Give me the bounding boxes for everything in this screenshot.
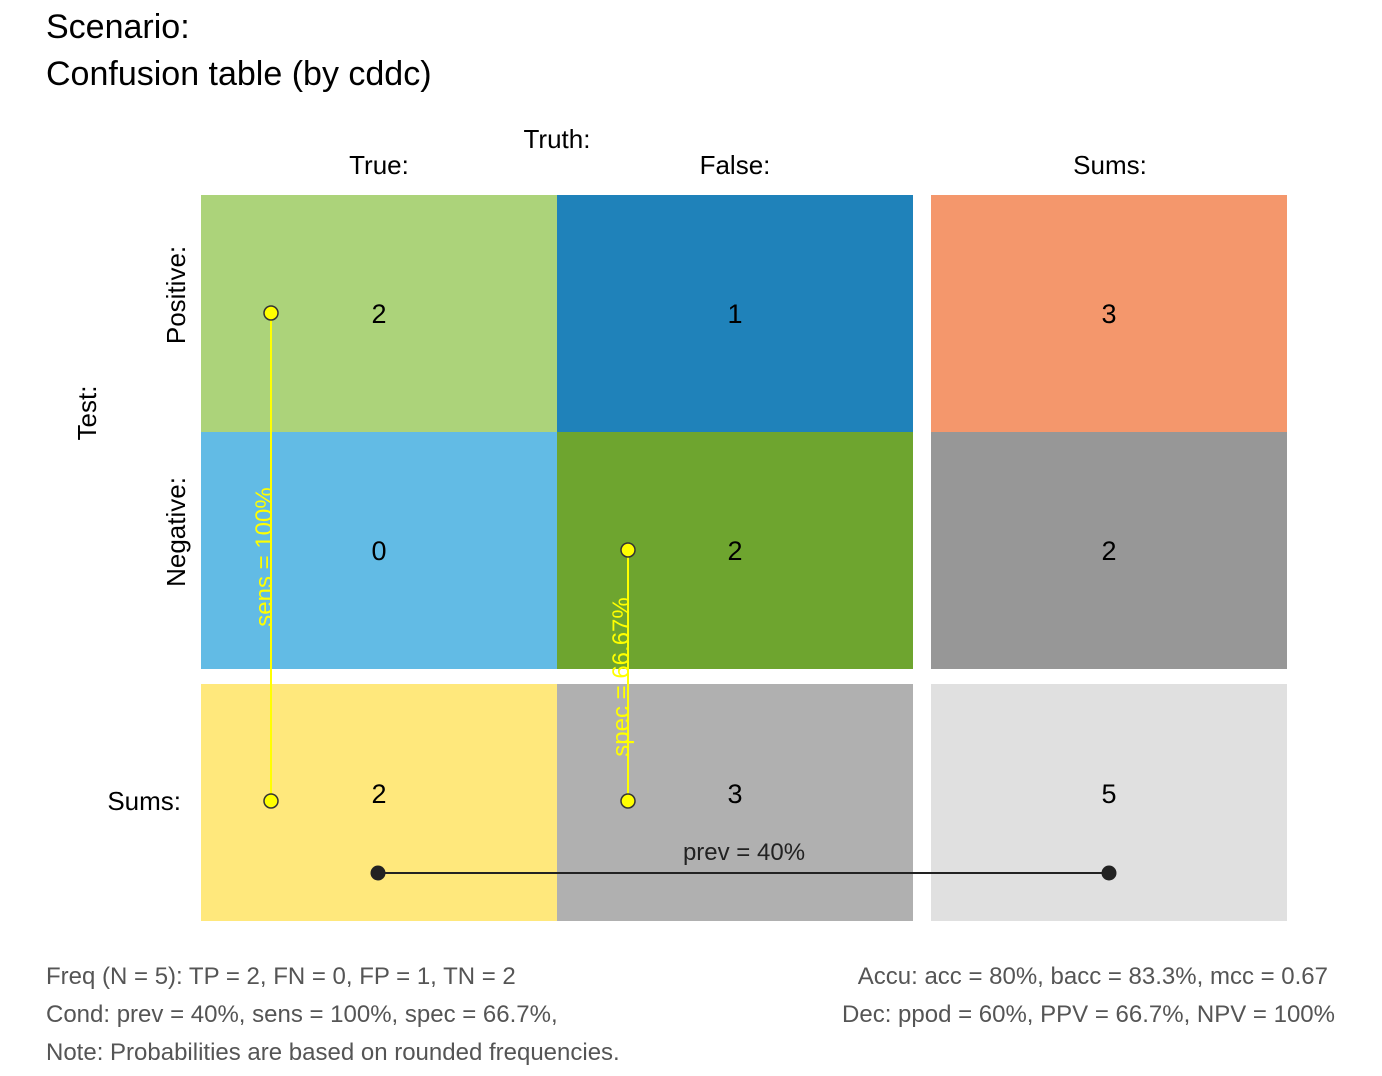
spec-label: spec = 66.67% [608, 597, 635, 756]
col-header-sums: Sums: [1073, 150, 1147, 180]
cell-sums-true [201, 684, 557, 921]
row-header-negative: Negative: [161, 477, 191, 587]
chart-title-line2: Confusion table (by cddc) [46, 55, 432, 93]
footer-note: Note: Probabilities are based on rounded… [46, 1039, 620, 1066]
cell-sums-sums [931, 684, 1287, 921]
sens-label: sens = 100% [251, 487, 278, 626]
prev-label: prev = 40% [683, 839, 805, 866]
cell-value-positive-true: 2 [371, 299, 386, 329]
cell-value-positive-false: 1 [727, 299, 742, 329]
chart-title-line1: Scenario: [46, 8, 190, 46]
spec-point-top [620, 542, 636, 558]
truth-axis-label: Truth: [524, 124, 591, 154]
cell-negative-sums [931, 432, 1287, 669]
footer-dec: Dec: ppod = 60%, PPV = 66.7%, NPV = 100% [842, 1001, 1335, 1028]
cell-value-negative-false: 2 [727, 536, 742, 566]
footer-accu: Accu: acc = 80%, bacc = 83.3%, mcc = 0.6… [858, 963, 1328, 990]
cell-negative-true [201, 432, 557, 669]
cell-value-sums-sums: 5 [1101, 779, 1116, 809]
cell-positive-true [201, 195, 557, 432]
footer-freq: Freq (N = 5): TP = 2, FN = 0, FP = 1, TN… [46, 963, 516, 990]
cell-value-sums-false: 3 [727, 779, 742, 809]
cell-sums-false [557, 684, 913, 921]
sens-point-top [263, 305, 279, 321]
table-cells: 2 1 3 0 2 2 2 3 5 [201, 195, 1287, 921]
sens-point-bottom [263, 793, 279, 809]
footer-cond: Cond: prev = 40%, sens = 100%, spec = 66… [46, 1001, 558, 1028]
prev-point-left [370, 865, 386, 881]
cell-value-negative-sums: 2 [1101, 536, 1116, 566]
cell-negative-false [557, 432, 913, 669]
cell-value-negative-true: 0 [371, 536, 386, 566]
metric-overlays: sens = 100% spec = 66.67% prev = 40% [251, 305, 1117, 881]
cell-positive-false [557, 195, 913, 432]
spec-point-bottom [620, 793, 636, 809]
col-header-false: False: [700, 150, 771, 180]
cell-positive-sums [931, 195, 1287, 432]
prev-point-right [1101, 865, 1117, 881]
cell-value-sums-true: 2 [371, 779, 386, 809]
row-header-sums: Sums: [107, 786, 181, 816]
col-header-true: True: [349, 150, 409, 180]
row-header-positive: Positive: [161, 246, 191, 344]
test-axis-label: Test: [72, 386, 102, 441]
cell-value-positive-sums: 3 [1101, 299, 1116, 329]
